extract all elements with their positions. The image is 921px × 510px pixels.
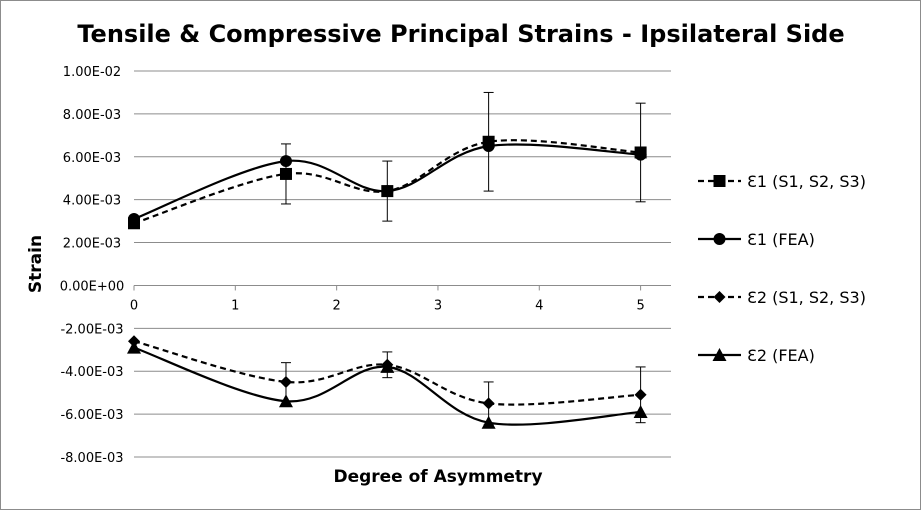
legend-marker xyxy=(713,175,726,187)
legend: Ɛ1 (S1, S2, S3) Ɛ1 (FEA) Ɛ2 (S1, S2, S3) Ɛ2… xyxy=(698,172,866,365)
y-tick-labels: 1.00E-02 8.00E-03 6.00E-03 4.00E-03 2.00E-03… xyxy=(60,65,125,466)
x-tick-label: 0 xyxy=(130,298,138,313)
y-tick-label: 4.00E-03 xyxy=(63,194,121,209)
series-layer xyxy=(127,91,648,429)
series-4 xyxy=(127,340,648,429)
data-point xyxy=(633,404,648,418)
data-point xyxy=(128,212,140,225)
data-point xyxy=(381,185,394,198)
x-tick-label: 3 xyxy=(434,298,442,313)
legend-label: Ɛ1 (FEA) xyxy=(747,230,815,249)
data-point xyxy=(481,415,496,429)
legend-marker xyxy=(713,233,726,245)
data-point xyxy=(278,394,293,408)
data-point xyxy=(127,340,141,354)
x-tick-labels: 0 1 2 3 4 5 xyxy=(130,298,645,313)
x-axis-title: Degree of Asymmetry xyxy=(333,467,542,487)
series-1 xyxy=(128,91,647,230)
x-tick-label: 1 xyxy=(231,298,239,313)
data-point xyxy=(380,359,395,373)
y-tick-label: -2.00E-03 xyxy=(60,322,123,337)
x-tick-label: 2 xyxy=(333,298,341,313)
y-tick-label: 2.00E-03 xyxy=(63,237,121,252)
data-point xyxy=(482,397,495,410)
y-tick-label: -4.00E-03 xyxy=(60,365,123,380)
data-point xyxy=(279,155,292,168)
data-point xyxy=(279,167,292,180)
x-tick-label: 4 xyxy=(535,298,543,313)
y-tick-label: -6.00E-03 xyxy=(60,408,123,423)
legend-label: Ɛ2 (S1, S2, S3) xyxy=(747,288,866,307)
x-tick-label: 5 xyxy=(636,298,644,313)
grid-layer xyxy=(133,70,671,458)
data-point xyxy=(634,388,647,401)
y-tick-label: 1.00E-02 xyxy=(63,65,121,80)
data-point xyxy=(634,148,647,161)
data-point xyxy=(482,140,495,153)
series-3 xyxy=(128,335,647,426)
y-tick-label: -8.00E-03 xyxy=(60,451,123,466)
y-tick-label: 8.00E-03 xyxy=(63,108,121,123)
y-tick-label: 0.00E+00 xyxy=(60,279,125,294)
series-2 xyxy=(128,140,647,225)
data-point xyxy=(279,375,292,388)
y-tick-label: 6.00E-03 xyxy=(63,151,121,166)
legend-label: Ɛ1 (S1, S2, S3) xyxy=(747,172,866,191)
legend-label: Ɛ2 (FEA) xyxy=(747,346,815,365)
chart-title: Tensile & Compressive Principal Strains … xyxy=(77,20,844,48)
y-axis-title: Strain xyxy=(26,235,46,293)
legend-marker xyxy=(713,291,726,303)
legend-marker xyxy=(712,348,727,361)
